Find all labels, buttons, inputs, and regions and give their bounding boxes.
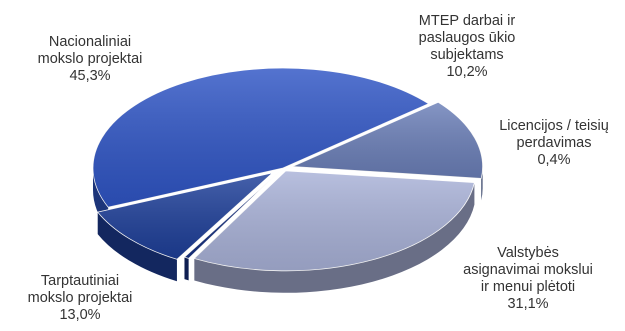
slice-label-valstybes: Valstybės asignavimai mokslui ir menui p…	[438, 245, 618, 313]
pie-slice-highlight	[97, 172, 273, 260]
slice-name-line: Nacionaliniai	[48, 34, 132, 50]
slice-name-line: perdavimas	[516, 135, 592, 151]
slice-name-line: paslaugos ūkio	[418, 30, 516, 46]
slice-name-line: Licencijos / teisių	[499, 118, 609, 134]
slice-value-label: 45,3%	[69, 68, 111, 84]
pie-slice-highlight	[194, 170, 475, 271]
slice-name-line: Tarptautiniai	[40, 273, 120, 289]
pie-slice-side	[194, 182, 475, 293]
pie-slice-highlight	[184, 170, 281, 259]
slice-name-line: asignavimai mokslui	[463, 262, 593, 278]
pie-slice-side	[184, 257, 189, 281]
slice-name-line: subjektams	[430, 47, 504, 63]
slice-label-nacionaliniai: Nacionaliniai mokslo projektai 45,3%	[0, 34, 180, 85]
pie-slice-highlight	[292, 102, 483, 179]
slice-name-line: mokslo projektai	[37, 51, 143, 67]
pie-slice-highlight	[93, 68, 429, 208]
slice-value-label: 13,0%	[59, 307, 101, 323]
slice-value-label: 31,1%	[507, 296, 549, 312]
slice-label-mtep: MTEP darbai ir paslaugos ūkio subjektams…	[392, 13, 542, 81]
slice-name-line: ir menui plėtoti	[480, 279, 576, 295]
slice-value-label: 0,4%	[537, 152, 571, 168]
pie-slice-side	[97, 212, 177, 282]
slice-name-line: Valstybės	[497, 245, 559, 261]
slice-name-line: mokslo projektai	[27, 290, 133, 306]
slice-label-tarptautiniai: Tarptautiniai mokslo projektai 13,0%	[0, 273, 160, 324]
slice-value-label: 10,2%	[446, 64, 488, 80]
slice-name-line: MTEP darbai ir	[418, 13, 516, 29]
slice-label-licencijos: Licencijos / teisių perdavimas 0,4%	[480, 118, 625, 169]
